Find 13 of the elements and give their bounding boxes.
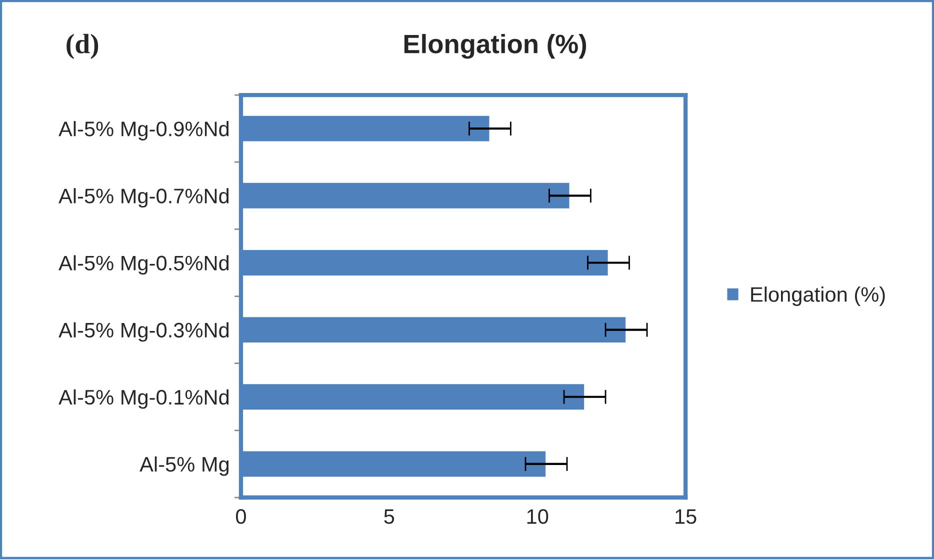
x-tick-label: 0 xyxy=(236,509,246,524)
x-tick-label: 15 xyxy=(676,509,696,524)
y-tick-label: Al-5% Mg-0.1%Nd xyxy=(58,389,229,409)
chart-title: Elongation (%) xyxy=(404,34,586,59)
y-tick-label: Al-5% Mg xyxy=(140,456,229,476)
x-tick-label: 5 xyxy=(384,509,394,524)
y-tick-label: Al-5% Mg-0.7%Nd xyxy=(58,188,229,208)
y-tick-label: Al-5% Mg-0.5%Nd xyxy=(58,255,229,275)
text: (d) xyxy=(66,34,98,60)
x-tick-label: 10 xyxy=(527,509,548,524)
y-tick-label: Al-5% Mg-0.3%Nd xyxy=(58,322,229,342)
y-tick-label: Al-5% Mg-0.9%Nd xyxy=(58,121,229,140)
legend-label: Elongation (%) xyxy=(751,286,885,306)
